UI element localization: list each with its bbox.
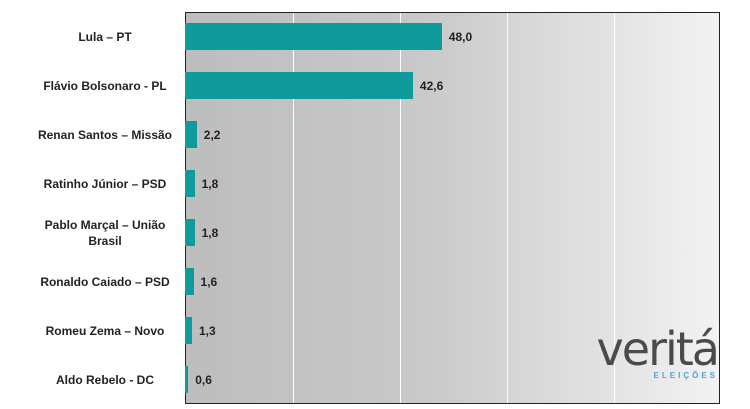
value-label: 48,0 bbox=[448, 29, 473, 44]
category-label: Flávio Bolsonaro - PL bbox=[43, 78, 167, 93]
logo-subtitle: ELEIÇÕES bbox=[653, 371, 718, 380]
bar bbox=[185, 366, 189, 393]
category-label: Lula – PT bbox=[78, 29, 132, 44]
grid-line bbox=[400, 13, 401, 403]
value-label: 1,8 bbox=[201, 176, 219, 191]
value-label: 0,6 bbox=[195, 372, 212, 387]
grid-line bbox=[614, 13, 615, 403]
category-label: Aldo Rebelo - DC bbox=[56, 372, 154, 387]
category-label: Romeu Zema – Novo bbox=[45, 323, 165, 338]
grid-line bbox=[293, 13, 294, 403]
category-label: Renan Santos – Missão bbox=[37, 127, 173, 142]
bar bbox=[185, 170, 195, 197]
category-label: Pablo Marçal – União Brasil bbox=[44, 217, 166, 248]
value-label: 1,6 bbox=[200, 274, 218, 289]
bar bbox=[185, 23, 442, 50]
value-label: 1,3 bbox=[198, 323, 216, 338]
category-label: Ronaldo Caiado – PSD bbox=[40, 274, 170, 289]
logo: veritá ELEIÇÕES bbox=[590, 322, 720, 380]
bar bbox=[185, 219, 195, 246]
value-label: 1,8 bbox=[201, 225, 219, 240]
value-label: 42,6 bbox=[419, 78, 444, 93]
bar bbox=[185, 121, 197, 148]
value-label: 2,2 bbox=[203, 127, 221, 142]
category-label: Ratinho Júnior – PSD bbox=[43, 176, 167, 191]
grid-line bbox=[507, 13, 508, 403]
bar bbox=[185, 72, 413, 99]
bar bbox=[185, 317, 192, 344]
bar bbox=[185, 268, 194, 295]
logo-title: veritá bbox=[596, 322, 720, 376]
